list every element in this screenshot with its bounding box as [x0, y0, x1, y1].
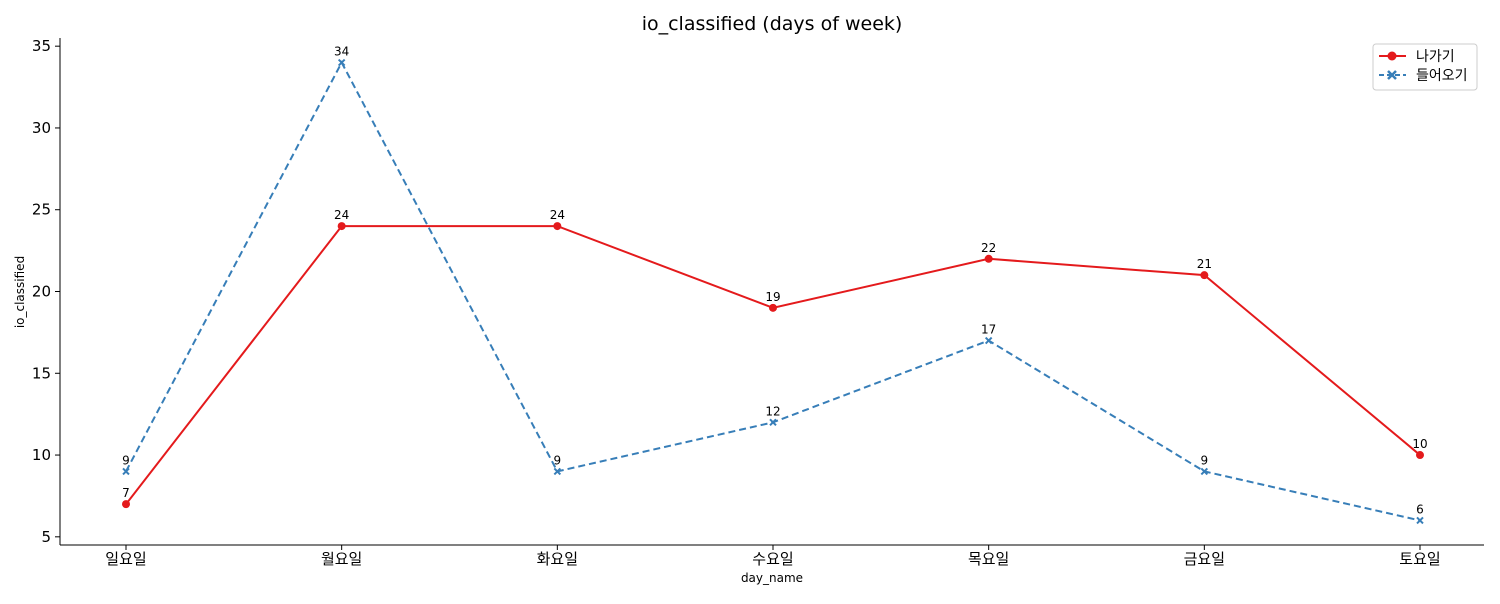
data-point — [553, 222, 562, 231]
x-tick-label: 수요일 — [752, 550, 793, 568]
x-tick-label: 목요일 — [968, 550, 1009, 568]
data-point — [769, 418, 777, 427]
data-point — [337, 222, 346, 231]
y-tick-label: 30 — [32, 119, 51, 137]
data-label: 24 — [334, 208, 349, 222]
data-point — [769, 303, 777, 312]
y-tick-label: 25 — [32, 201, 51, 219]
data-label: 34 — [334, 45, 349, 59]
data-label: 7 — [122, 486, 130, 500]
data-point — [1416, 451, 1424, 460]
data-label: 9 — [554, 453, 562, 467]
y-tick-label: 5 — [41, 528, 51, 546]
data-label: 9 — [1201, 453, 1209, 467]
x-tick-label: 화요일 — [537, 550, 578, 568]
x-axis-label: day_name — [741, 571, 803, 585]
data-point — [122, 500, 130, 509]
data-label: 9 — [122, 453, 130, 467]
data-point — [122, 467, 130, 476]
y-tick-label: 15 — [32, 364, 51, 382]
series-1: 7 24 24 19 22 21 10 — [122, 208, 1428, 509]
data-point — [984, 254, 993, 263]
data-label: 10 — [1412, 437, 1427, 451]
data-point — [1200, 467, 1209, 476]
x-tick-label: 금요일 — [1184, 550, 1225, 568]
data-label: 17 — [981, 323, 996, 337]
series-layer: 7 24 24 19 22 21 10 9 34 9 12 17 9 6 — [122, 45, 1428, 525]
data-point — [553, 467, 562, 476]
data-point — [337, 58, 346, 67]
x-tick-label: 월요일 — [321, 550, 362, 568]
data-point — [984, 336, 993, 345]
data-point — [1200, 271, 1209, 280]
legend-marker — [1387, 70, 1397, 80]
data-label: 12 — [765, 404, 780, 418]
x-tick-label: 일요일 — [105, 550, 146, 568]
axes: 5 10 15 20 25 30 35 일요일 월요일 화요일 수요일 목요일 금요일 토요일 — [32, 37, 1484, 568]
data-label: 24 — [550, 208, 565, 222]
data-label: 6 — [1416, 502, 1424, 516]
legend-label: 들어오기 — [1416, 68, 1468, 84]
data-label: 19 — [765, 290, 780, 304]
series-2: 9 34 9 12 17 9 6 — [122, 45, 1424, 525]
legend-marker — [1387, 51, 1397, 61]
data-point — [1416, 516, 1424, 525]
series-line — [125, 225, 1421, 505]
legend-label: 나가기 — [1416, 49, 1455, 65]
data-label: 21 — [1197, 257, 1212, 271]
y-tick-label: 35 — [32, 37, 51, 55]
y-tick-label: 10 — [32, 446, 51, 464]
chart-title: io_classified (days of week) — [642, 13, 903, 35]
y-tick-label: 20 — [32, 283, 51, 301]
data-label: 22 — [981, 241, 996, 255]
y-axis-label: io_classified — [13, 256, 27, 328]
x-tick-label: 토요일 — [1399, 550, 1440, 568]
